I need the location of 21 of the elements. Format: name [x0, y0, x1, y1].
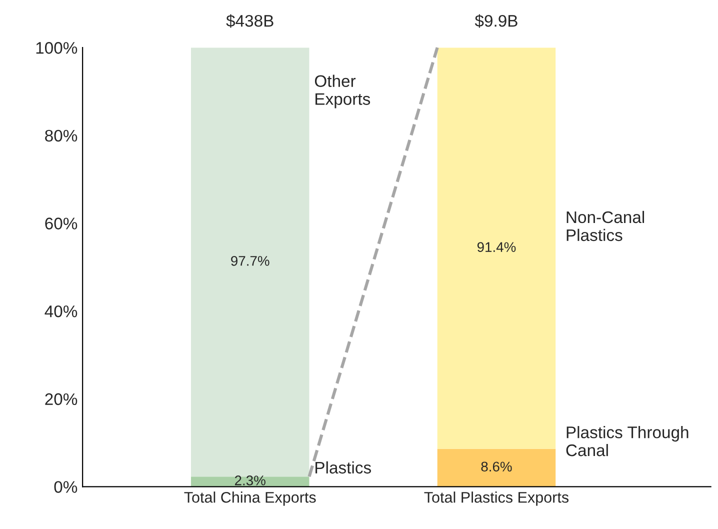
bar [190, 48, 310, 477]
bar [437, 448, 556, 487]
data-label: 2.3% [234, 476, 266, 486]
y-tick-label: 100% [36, 42, 78, 54]
y-tick-label: 80% [45, 130, 78, 142]
y-tick-label: 20% [45, 393, 78, 406]
text: $9.9B [474, 14, 518, 28]
x-tick-label: Total China Exports [184, 492, 316, 506]
y-tick-label: 40% [44, 305, 78, 318]
text: $438B [226, 14, 274, 28]
data-label: 8.6% [481, 462, 512, 472]
data-label: 97.7% [231, 256, 270, 266]
x-tick-label: Total Plastics Exports [424, 492, 569, 506]
bar [437, 48, 556, 449]
annotation: Other Exports [314, 74, 370, 108]
annotation: Non-Canal Plastics [566, 210, 644, 242]
annotation: Plastics [316, 461, 371, 474]
data-label: 91.4% [477, 242, 516, 252]
y-tick-label: 60% [45, 218, 78, 230]
y-tick-label: 0% [54, 481, 78, 493]
annotation: Plastics Through Canal [566, 426, 688, 456]
